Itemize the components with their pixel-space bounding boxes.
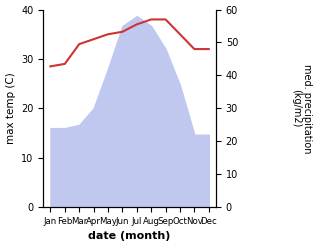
- X-axis label: date (month): date (month): [88, 231, 171, 242]
- Y-axis label: max temp (C): max temp (C): [5, 72, 16, 144]
- Y-axis label: med. precipitation
(kg/m2): med. precipitation (kg/m2): [291, 64, 313, 153]
